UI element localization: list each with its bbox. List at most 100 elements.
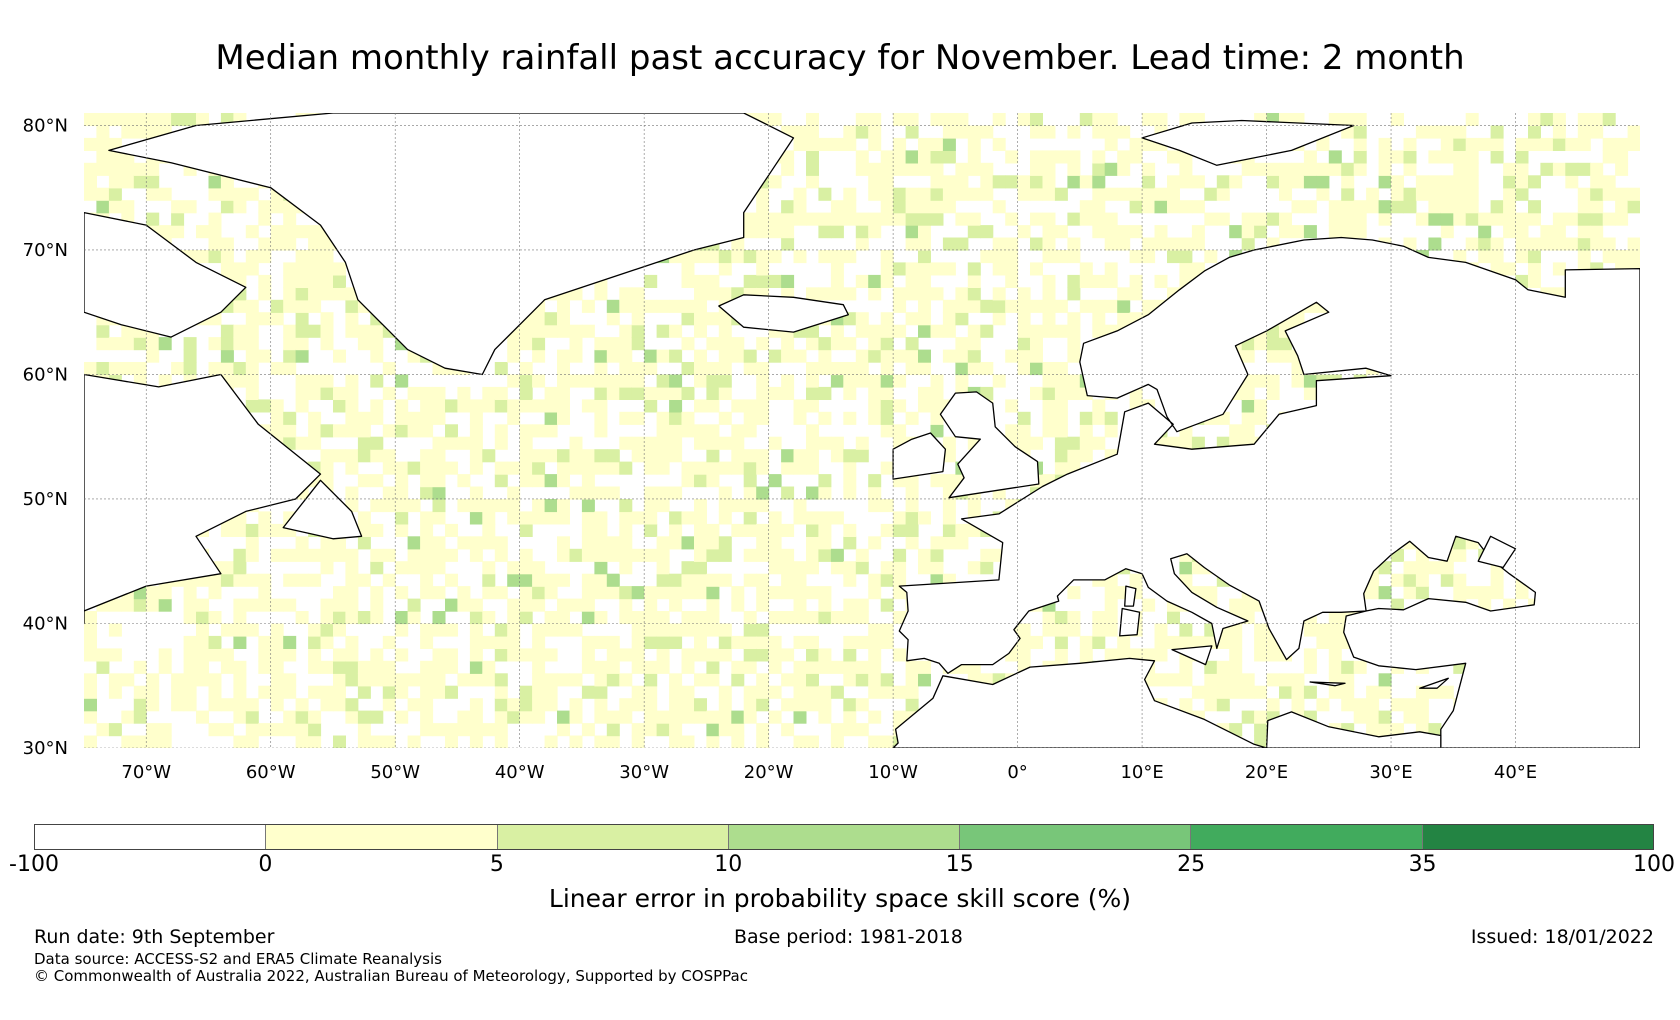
skill-cell (818, 698, 832, 712)
skill-cell (233, 685, 247, 699)
skill-cell (818, 212, 832, 226)
skill-cell (843, 561, 857, 575)
skill-cell (532, 374, 546, 388)
skill-cell (569, 548, 583, 562)
skill-cell (855, 660, 869, 674)
skill-cell (581, 660, 595, 674)
skill-cell (158, 598, 172, 612)
skill-cell (1042, 237, 1056, 251)
skill-cell (942, 150, 956, 164)
skill-cell (830, 362, 844, 376)
skill-cell (1378, 175, 1392, 189)
skill-cell (445, 461, 458, 475)
skill-cell (220, 349, 234, 363)
skill-cell (146, 113, 160, 127)
skill-cell (694, 710, 707, 724)
skill-cell (669, 523, 683, 537)
skill-cell (793, 187, 807, 201)
skill-cell (868, 635, 882, 649)
skill-cell (1540, 225, 1554, 239)
skill-cell (756, 250, 770, 264)
skill-cell (644, 499, 658, 513)
skill-cell (818, 337, 832, 351)
skill-cell (84, 673, 97, 687)
skill-cell (370, 436, 384, 450)
skill-cell (619, 536, 633, 550)
skill-cell (519, 598, 533, 612)
skill-cell (1403, 187, 1417, 201)
skill-cell (295, 250, 309, 264)
skill-cell (1167, 250, 1180, 264)
skill-cell (532, 685, 546, 699)
skill-cell (843, 449, 857, 463)
skill-cell (557, 399, 570, 413)
skill-cell (855, 212, 869, 226)
skill-cell (1154, 623, 1168, 637)
skill-cell (781, 523, 795, 537)
skill-cell (756, 399, 770, 413)
skill-cell (1042, 362, 1056, 376)
skill-cell (918, 399, 931, 413)
skill-cell (1067, 212, 1081, 226)
skill-cell (669, 486, 683, 500)
skill-cell (694, 299, 707, 313)
skill-cell (1515, 187, 1529, 201)
skill-cell (1415, 710, 1429, 724)
skill-cell (669, 511, 683, 525)
skill-cell (606, 735, 620, 748)
skill-cell (967, 150, 981, 164)
skill-cell (345, 548, 359, 562)
skill-cell (868, 586, 882, 600)
land-uk (939, 391, 1040, 499)
skill-cell (469, 623, 483, 637)
skill-cell (345, 573, 359, 587)
skill-cell (955, 362, 969, 376)
skill-cell (1328, 623, 1342, 637)
skill-cell (1602, 150, 1616, 164)
skill-cell (544, 611, 558, 625)
skill-cell (557, 611, 570, 625)
skill-cell (1303, 648, 1317, 662)
skill-cell (320, 561, 334, 575)
skill-cell (768, 523, 782, 537)
skill-cell (818, 586, 832, 600)
skill-cell (1191, 262, 1205, 276)
skill-cell (731, 250, 745, 264)
skill-cell (893, 685, 907, 699)
skill-cell (1590, 162, 1604, 176)
skill-cell (1017, 187, 1031, 201)
skill-cell (370, 598, 384, 612)
skill-cell (843, 710, 857, 724)
skill-cell (893, 287, 907, 301)
skill-cell (108, 598, 122, 612)
skill-cell (619, 511, 633, 525)
skill-cell (806, 150, 819, 164)
latitude-label: 60°N (23, 364, 68, 385)
skill-cell (843, 187, 857, 201)
skill-cell (818, 511, 832, 525)
skill-cell (519, 436, 533, 450)
skill-cell (806, 586, 819, 600)
skill-cell (1005, 274, 1019, 288)
skill-cell (1328, 225, 1342, 239)
skill-cell (681, 623, 695, 637)
skill-cell (432, 461, 446, 475)
skill-cell (756, 362, 770, 376)
skill-cell (1478, 250, 1492, 264)
skill-cell (644, 586, 658, 600)
skill-cell (357, 436, 371, 450)
skill-cell (457, 436, 471, 450)
skill-cell (1254, 411, 1268, 425)
skill-cell (893, 399, 907, 413)
skill-cell (1042, 150, 1056, 164)
skill-cell (694, 523, 707, 537)
skill-cell (644, 710, 658, 724)
skill-cell (146, 125, 160, 139)
skill-cell (669, 399, 683, 413)
skill-cell (681, 274, 695, 288)
skill-cell (432, 399, 446, 413)
skill-cell (581, 648, 595, 662)
skill-cell (619, 324, 633, 338)
skill-cell (395, 374, 409, 388)
skill-cell (644, 436, 658, 450)
